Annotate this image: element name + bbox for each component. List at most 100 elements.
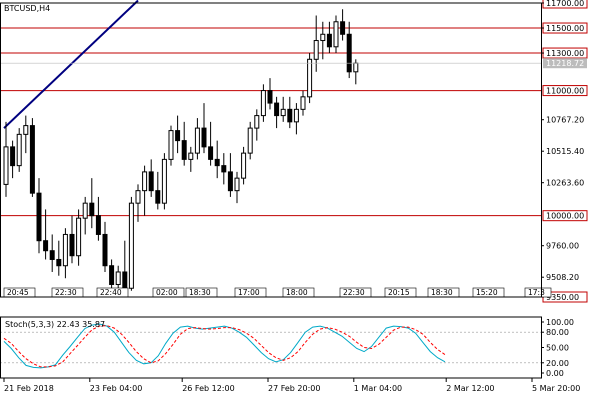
candle	[214, 140, 220, 179]
candle	[194, 118, 200, 160]
level-label-box	[542, 85, 588, 97]
candle	[148, 159, 154, 197]
candle	[333, 15, 339, 54]
candle-body	[3, 146, 9, 185]
price-tick-label: 10767.20	[546, 116, 584, 125]
stochastic-title: Stoch(5,3,3) 22.43 35.87	[5, 320, 106, 329]
candle-body	[76, 217, 82, 257]
candle-body	[62, 233, 68, 267]
candle-body	[95, 215, 101, 235]
candle	[201, 103, 207, 154]
candle-body	[89, 202, 95, 217]
symbol-title: BTCUSD,H4	[4, 4, 51, 13]
stoch-tick-label: 80.00	[546, 328, 569, 337]
candle-body	[287, 108, 293, 123]
time-tag-label: 18:30	[431, 288, 453, 297]
candle	[76, 209, 82, 266]
candle-body	[320, 33, 326, 42]
candle-body	[16, 133, 22, 167]
candle-body	[43, 240, 49, 252]
candle	[155, 171, 161, 210]
candle	[16, 128, 22, 172]
candle	[62, 228, 68, 279]
time-tag: 18:00	[282, 287, 315, 298]
candle-body	[10, 146, 16, 167]
candle-body	[214, 158, 220, 167]
candle-body	[161, 158, 167, 204]
candle-body	[247, 127, 253, 154]
time-tag-label: 22:30	[55, 288, 77, 297]
candle	[69, 215, 75, 264]
time-tag-label: 17:3	[528, 288, 545, 297]
candle-body	[168, 130, 174, 160]
candle-body	[340, 21, 346, 35]
candle	[181, 121, 187, 166]
candle-body	[254, 115, 260, 129]
time-tick-label: 27 Feb 20:00	[268, 384, 320, 393]
candle-body	[274, 102, 280, 117]
candle-body	[353, 62, 359, 73]
candle-body	[293, 108, 299, 123]
candle	[142, 165, 148, 216]
candle	[89, 178, 95, 229]
candle	[346, 21, 352, 79]
candle-body	[326, 33, 332, 48]
stoch-tick-label: 100.00	[546, 318, 574, 327]
stoch-signal-line	[3, 325, 446, 368]
price-tick-label: 9508.20	[546, 273, 579, 282]
time-tick-label: 21 Feb 2018	[4, 384, 54, 393]
candle	[10, 140, 16, 179]
time-tag: 17:00	[234, 287, 267, 298]
level-label: 10000.00	[546, 212, 584, 221]
time-tag: 22:30	[51, 287, 84, 298]
candle	[135, 184, 141, 222]
candle	[168, 125, 174, 166]
time-tag-label: 20:15	[388, 288, 410, 297]
candle-body	[56, 258, 62, 267]
stoch-tick-label: 20.00	[546, 359, 569, 368]
candle	[300, 90, 306, 116]
candle-body	[208, 146, 214, 160]
time-tick-label: 5 Mar 20:00	[532, 384, 580, 393]
candle-body	[23, 125, 29, 135]
current-price-tag	[543, 58, 587, 69]
candle	[208, 121, 214, 166]
time-tick-label: 1 Mar 04:00	[354, 384, 402, 393]
candle-body	[135, 190, 141, 204]
candle	[307, 53, 313, 104]
candle-body	[128, 202, 134, 289]
candle-body	[346, 33, 352, 73]
level-label: 11000.00	[546, 87, 584, 96]
trend-line	[3, 0, 139, 129]
time-tag: 22:30	[339, 287, 372, 298]
time-tag: 15:20	[472, 287, 505, 298]
time-tick-label: 23 Feb 04:00	[90, 384, 142, 393]
candle	[254, 109, 260, 141]
candle	[313, 15, 319, 72]
time-tag-label: 17:00	[238, 288, 260, 297]
current-price-label: 11218.72	[546, 59, 584, 68]
time-tag-label: 18:00	[286, 288, 308, 297]
price-tick-label: 11700.00	[546, 0, 584, 8]
candle-body	[142, 171, 148, 192]
candle	[287, 96, 293, 129]
candle	[95, 196, 101, 241]
candle-body	[36, 192, 42, 242]
candle-body	[241, 152, 247, 179]
time-tick-label: 26 Feb 12:00	[182, 384, 234, 393]
time-tag-label: 20:45	[7, 288, 29, 297]
candle-body	[267, 90, 273, 104]
candle-body	[122, 271, 128, 289]
candle-body	[260, 90, 266, 117]
candle-body	[148, 171, 154, 192]
candle	[326, 21, 332, 54]
candle-body	[234, 177, 240, 192]
candle	[293, 103, 299, 135]
time-tag: 02:00	[152, 287, 185, 298]
price-tick-label: 11300.00	[546, 49, 584, 58]
stochastic-frame	[0, 316, 542, 379]
price-tick-label: 9760.00	[546, 242, 579, 251]
time-tag: 20:15	[384, 287, 417, 298]
